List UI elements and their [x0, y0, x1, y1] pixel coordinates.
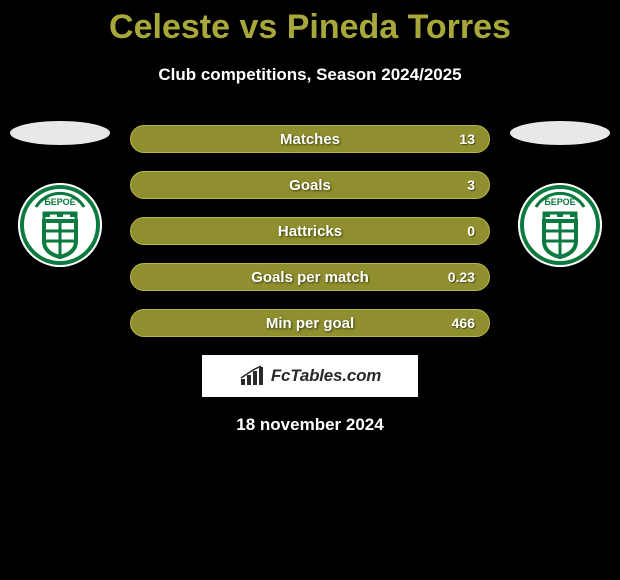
stat-label: Goals per match: [251, 269, 369, 286]
stats-column: Matches 13 Goals 3 Hattricks 0 Goals per…: [130, 125, 490, 337]
brand-text: FcTables.com: [271, 366, 381, 386]
stat-row-matches: Matches 13: [130, 125, 490, 153]
svg-text:БЕРОЕ: БЕРОЕ: [44, 197, 75, 207]
left-club-badge: БЕРОЕ: [18, 183, 102, 267]
stat-label: Goals: [289, 177, 331, 194]
subtitle: Club competitions, Season 2024/2025: [0, 65, 620, 85]
main-row: БЕРОЕ Matches 13: [0, 125, 620, 337]
left-player-column: БЕРОЕ: [10, 125, 110, 267]
right-player-column: БЕРОЕ: [510, 125, 610, 267]
left-player-silhouette: [10, 121, 110, 145]
stat-right-value: 0: [445, 223, 475, 239]
stat-label: Min per goal: [266, 315, 354, 332]
stat-label: Matches: [280, 131, 340, 148]
stat-right-value: 0.23: [445, 269, 475, 285]
footer: FcTables.com 18 november 2024: [0, 355, 620, 435]
comparison-card: Celeste vs Pineda Torres Club competitio…: [0, 0, 620, 435]
stat-right-value: 466: [445, 315, 475, 331]
stat-row-goals-per-match: Goals per match 0.23: [130, 263, 490, 291]
right-club-badge: БЕРОЕ: [518, 183, 602, 267]
stat-right-value: 3: [445, 177, 475, 193]
stat-row-goals: Goals 3: [130, 171, 490, 199]
stat-row-min-per-goal: Min per goal 466: [130, 309, 490, 337]
stat-label: Hattricks: [278, 223, 342, 240]
page-title: Celeste vs Pineda Torres: [0, 8, 620, 47]
date-text: 18 november 2024: [236, 415, 383, 435]
beroe-badge-icon: БЕРОЕ: [18, 183, 102, 267]
right-player-silhouette: [510, 121, 610, 145]
brand-box[interactable]: FcTables.com: [202, 355, 418, 397]
svg-text:БЕРОЕ: БЕРОЕ: [544, 197, 575, 207]
stat-right-value: 13: [445, 131, 475, 147]
stat-row-hattricks: Hattricks 0: [130, 217, 490, 245]
bar-chart-icon: [239, 365, 265, 387]
beroe-badge-icon: БЕРОЕ: [518, 183, 602, 267]
